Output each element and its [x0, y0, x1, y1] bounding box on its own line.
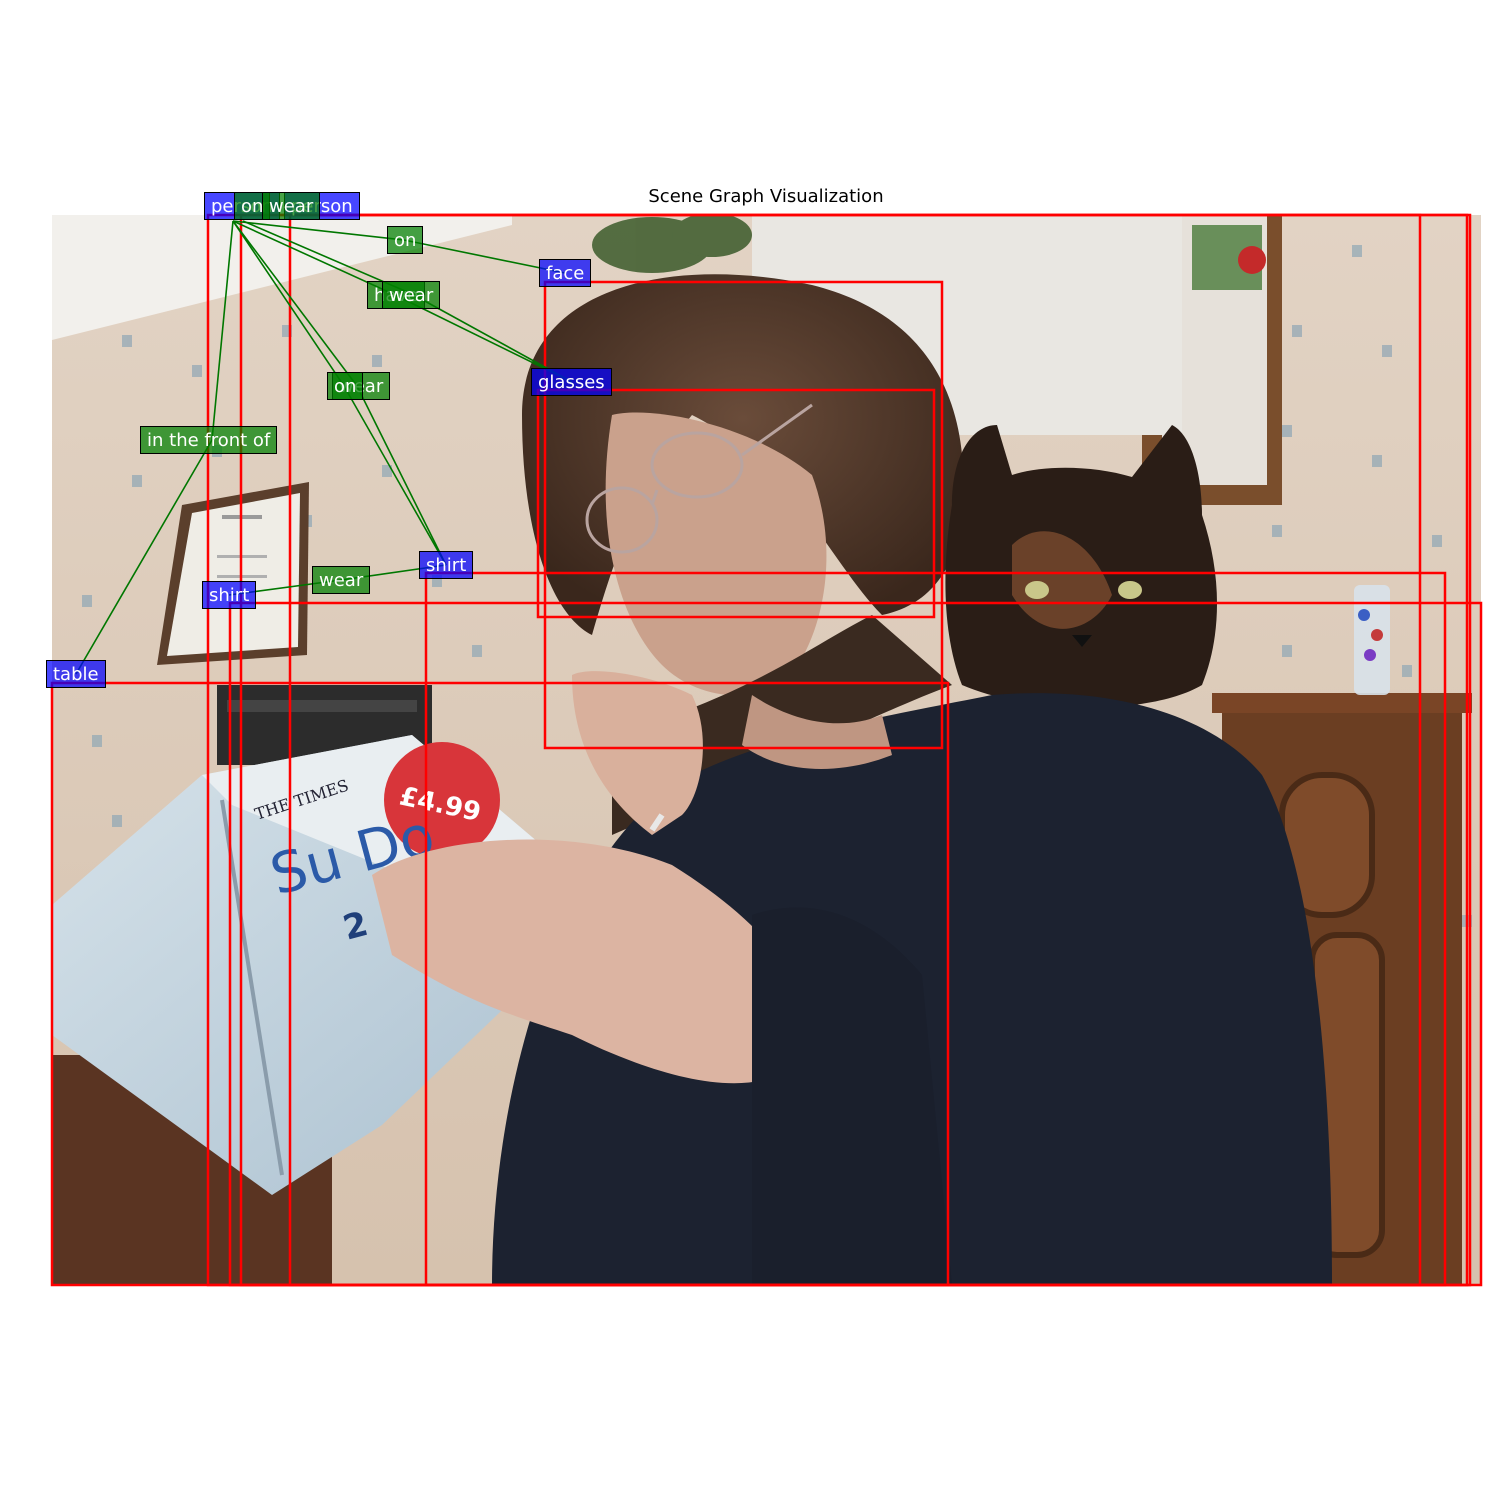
edge [343, 385, 447, 566]
raised-hand [572, 671, 703, 835]
bbox-glasses [536, 388, 936, 619]
chart-title: Scene Graph Visualization [648, 186, 884, 207]
neck [742, 695, 892, 769]
object-label-table: table [46, 660, 106, 688]
relation-label-wear: wear [382, 281, 441, 309]
glasses [585, 403, 813, 554]
object-label-face: face [539, 259, 592, 287]
bbox-table [50, 681, 950, 1287]
relation-label-in-the-front-of: in the front of [140, 426, 278, 454]
edge [232, 220, 405, 241]
object-label-shirt: shirt [202, 581, 257, 609]
edge [211, 220, 234, 441]
edge [403, 239, 566, 274]
object-label-glasses: glasses [531, 368, 612, 396]
hair [522, 274, 964, 635]
edge [356, 385, 447, 566]
sleeve [752, 907, 952, 1285]
bbox-shirt-1 [424, 571, 1447, 1287]
certificate-frame [157, 482, 309, 665]
edge [232, 220, 394, 295]
edge [75, 439, 213, 675]
relation-label-wear: wear [312, 566, 371, 594]
edge [232, 220, 345, 387]
object-label-shirt: shirt [419, 551, 474, 579]
bbox-person-2 [288, 213, 1472, 1287]
relation-label-on: on [387, 226, 424, 254]
bbox-shirt-2 [228, 601, 1483, 1287]
bbox-face [543, 280, 944, 750]
wallpaper-pattern [82, 245, 1472, 927]
thermometer [1354, 585, 1390, 695]
hand [372, 839, 812, 1084]
relation-label-on: on [327, 372, 364, 400]
plant [592, 215, 752, 273]
pencil [649, 813, 665, 832]
relation-label-wear: wear [262, 192, 321, 220]
edge [232, 220, 358, 387]
bounding-boxes [50, 213, 1483, 1287]
